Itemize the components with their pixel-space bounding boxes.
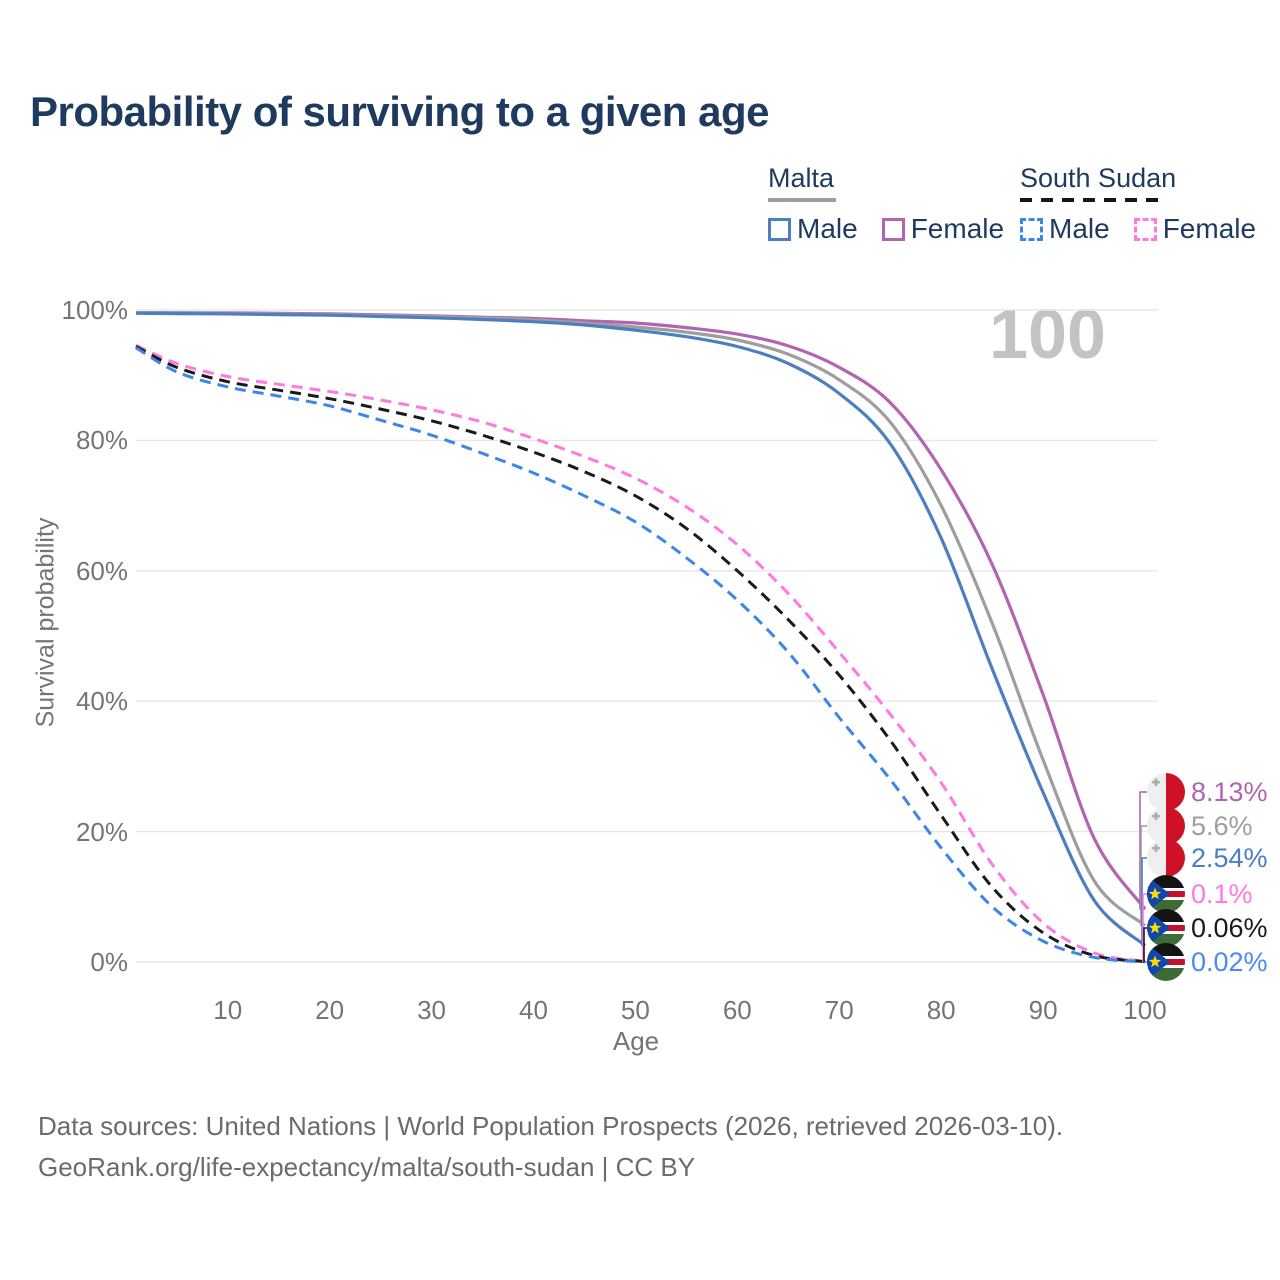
legend-malta-label: Malta: [768, 163, 835, 193]
x-tick-40: 40: [519, 995, 548, 1025]
y-tick-100%: 100%: [61, 295, 129, 325]
end-label-malta-both-sexes[interactable]: 5.6%: [1147, 807, 1253, 845]
legend-label-malta-male[interactable]: Male: [797, 213, 858, 244]
end-label-malta-male[interactable]: 2.54%: [1147, 839, 1268, 877]
series-line-malta-both-sexes[interactable]: [135, 311, 1147, 927]
legend-swatch-malta-female[interactable]: [881, 217, 905, 241]
legend-group-south-sudan: South Sudan Male Female: [1020, 163, 1280, 245]
malta-flag-icon: [1147, 839, 1185, 877]
legend-label-malta-female[interactable]: Female: [910, 213, 1005, 244]
end-label-value: 2.54%: [1191, 842, 1268, 873]
series-line-malta-male[interactable]: [135, 311, 1147, 947]
legend-label-south-sudan-female[interactable]: Female: [1162, 213, 1257, 244]
end-label-value: 0.06%: [1191, 912, 1268, 943]
end-label-value: 0.02%: [1191, 946, 1268, 977]
south-sudan-flag-icon: [1147, 943, 1185, 981]
x-tick-80: 80: [926, 995, 956, 1025]
south-sudan-flag-icon: [1147, 875, 1185, 913]
x-tick-30: 30: [417, 995, 447, 1025]
series-line-malta-female[interactable]: [135, 311, 1147, 910]
end-label-south-sudan-both-sexes[interactable]: 0.06%: [1147, 909, 1268, 947]
y-axis-title: Survival probability: [31, 517, 60, 728]
x-tick-70: 70: [824, 995, 854, 1025]
end-label-value: 0.1%: [1191, 878, 1253, 909]
malta-flag-icon: [1147, 807, 1185, 845]
legend-swatch-malta-male[interactable]: [768, 217, 791, 241]
x-tick-100: 100: [1123, 995, 1167, 1025]
x-tick-60: 60: [722, 995, 752, 1025]
legend-south-sudan-label: South Sudan: [1020, 163, 1177, 193]
x-tick-50: 50: [620, 995, 650, 1025]
end-label-value: 8.13%: [1191, 776, 1268, 807]
legend-group-malta: Malta Male Female: [768, 163, 1028, 245]
x-axis-title: Age: [612, 1026, 660, 1056]
end-label-value: 5.6%: [1191, 810, 1253, 841]
footer-source-line: Data sources: United Nations | World Pop…: [38, 1111, 1064, 1141]
legend-malta-line-swatch: [768, 198, 836, 202]
y-tick-0%: 0%: [90, 947, 128, 977]
south-sudan-flag-icon: [1147, 909, 1185, 947]
y-tick-40%: 40%: [75, 686, 128, 717]
series-line-south-sudan-both-sexes[interactable]: [135, 345, 1146, 964]
footer: Data sources: United Nations | World Pop…: [38, 1106, 1063, 1188]
y-tick-60%: 60%: [75, 555, 128, 586]
series-line-south-sudan-female[interactable]: [135, 343, 1146, 963]
x-tick-20: 20: [315, 995, 345, 1025]
x-tick-90: 90: [1028, 995, 1058, 1025]
page-title: Probability of surviving to a given age: [30, 88, 769, 135]
legend-label-south-sudan-male[interactable]: Male: [1049, 213, 1110, 244]
legend-south-sudan-line-swatch: [1020, 198, 1165, 202]
footer-url-line: GeoRank.org/life-expectancy/malta/south-…: [38, 1152, 696, 1182]
y-tick-80%: 80%: [75, 425, 128, 456]
series-line-south-sudan-male[interactable]: [135, 346, 1146, 964]
end-label-malta-female[interactable]: 8.13%: [1147, 773, 1268, 811]
end-label-south-sudan-female[interactable]: 0.1%: [1147, 875, 1253, 913]
age-cursor-watermark: 100: [989, 295, 1106, 373]
legend-swatch-south-sudan-female[interactable]: [1133, 217, 1157, 241]
end-label-south-sudan-male[interactable]: 0.02%: [1147, 943, 1268, 981]
malta-flag-icon: [1147, 773, 1185, 811]
leader-line-south-sudan-both-sexes: [1143, 927, 1147, 963]
x-tick-10: 10: [213, 995, 243, 1025]
legend-swatch-south-sudan-male[interactable]: [1020, 217, 1043, 241]
y-tick-20%: 20%: [75, 816, 128, 847]
